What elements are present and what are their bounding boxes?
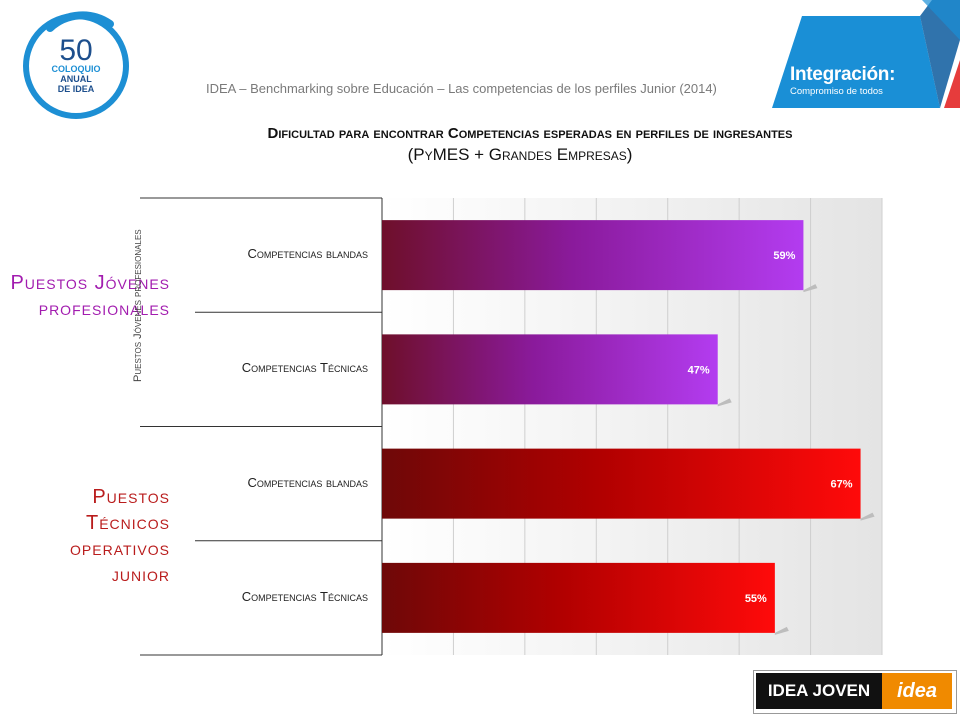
bar-value-label: 55% (745, 593, 767, 605)
bar-value-label: 67% (831, 479, 853, 491)
plot-layer: 59% 47% 67% 55% (140, 197, 883, 656)
banner-title: Integración: (790, 64, 896, 85)
chart-title: Dificultad para encontrar Competencias e… (0, 125, 960, 142)
header-text: IDEA – Benchmarking sobre Educación – La… (206, 81, 717, 96)
footer-frame (753, 670, 957, 714)
group-label-tecnicos: Puestos Técnicos operativos junior (70, 486, 170, 586)
logo-line2: ANUAL (60, 74, 92, 84)
bar (382, 220, 804, 291)
chart-subtitle: (PyMES + Grandes Empresas) (407, 145, 633, 164)
idea-joven-logo: IDEA JOVEN (756, 673, 882, 709)
banner-subtitle: Compromiso de todos (790, 86, 883, 97)
logo-line3: DE IDEA (58, 84, 95, 94)
coloquio-50-logo: 50 COLOQUIO ANUAL DE IDEA (23, 11, 129, 119)
category-label: Competencias Técnicas (241, 360, 368, 376)
bar (382, 334, 718, 405)
chart-title-text: Dificultad para encontrar Competencias e… (267, 125, 793, 142)
bar (382, 448, 861, 519)
category-label: Competencias blandas (247, 474, 368, 490)
bar-shadow (860, 512, 875, 521)
bar-value-label: 59% (773, 250, 795, 262)
integracion-banner (772, 0, 960, 108)
bar-value-label: 47% (688, 364, 710, 376)
bar-shadow (717, 398, 732, 407)
bar-shadow (803, 284, 818, 293)
idea-logo: idea (882, 673, 952, 709)
logo-line1: COLOQUIO (52, 64, 101, 74)
logo-number: 50 (59, 34, 92, 67)
bar-shadow (774, 626, 789, 635)
group-label-jovenes: Puestos Jóvenes profesionales (10, 272, 170, 320)
bar (382, 562, 775, 633)
category-label: Competencias blandas (247, 246, 368, 262)
category-label: Competencias Técnicas (241, 588, 368, 604)
overlap-rotated-label: Puestos Jóvenes profesionales (132, 229, 144, 382)
